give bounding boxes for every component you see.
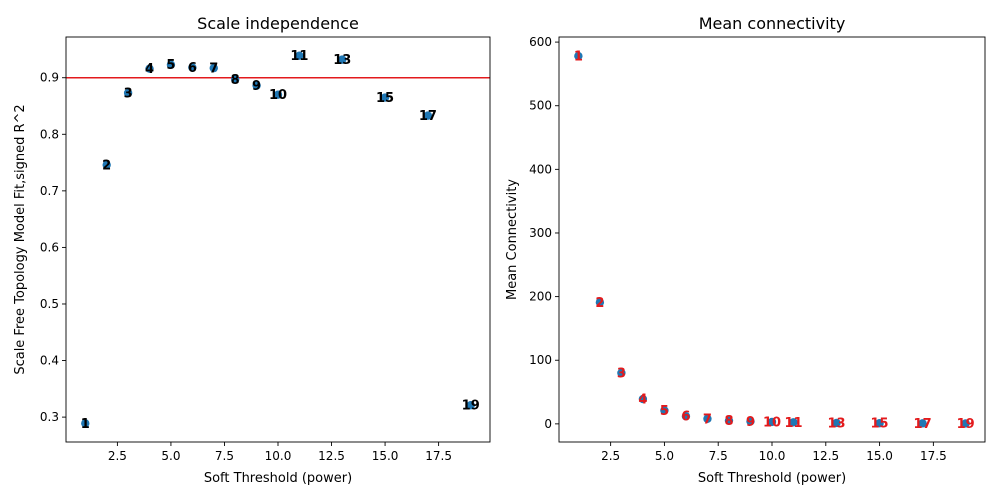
chart-title: Mean connectivity <box>699 14 846 33</box>
x-tick-label: 12.5 <box>318 449 345 463</box>
data-point <box>230 75 240 84</box>
data-point <box>380 93 390 102</box>
data-point <box>767 417 777 427</box>
y-tick-label: 0.6 <box>40 240 59 254</box>
y-tick-label: 0 <box>544 417 552 431</box>
data-point <box>574 51 583 61</box>
data-point <box>595 298 605 307</box>
data-point <box>703 414 712 423</box>
point-label: 2 <box>102 158 111 173</box>
data-point <box>832 418 841 428</box>
data-point <box>338 55 347 64</box>
y-tick-label: 0.3 <box>40 410 59 424</box>
x-tick-label: 17.5 <box>920 449 947 463</box>
point-label: 9 <box>746 415 755 430</box>
data-point <box>123 88 133 98</box>
point-label: 5 <box>660 404 669 419</box>
point-label: 2 <box>595 296 604 311</box>
x-tick-label: 7.5 <box>215 449 234 463</box>
data-point <box>875 419 884 428</box>
y-tick-label: 0.4 <box>40 354 59 368</box>
x-tick-label: 10.0 <box>759 449 786 463</box>
x-tick-label: 12.5 <box>812 449 839 463</box>
y-tick-label: 300 <box>529 226 552 240</box>
y-axis-label: Scale Free Topology Model Fit,signed R^2 <box>13 104 28 374</box>
point-label: 3 <box>617 366 626 381</box>
x-tick-label: 5.0 <box>655 449 674 463</box>
data-point <box>145 64 154 73</box>
point-label: 11 <box>290 49 308 64</box>
y-tick-label: 400 <box>529 162 552 176</box>
x-axis-label: Soft Threshold (power) <box>204 471 352 486</box>
data-point <box>188 63 197 72</box>
point-label: 19 <box>957 417 975 432</box>
data-point <box>789 418 798 427</box>
point-label: 5 <box>166 58 175 73</box>
point-label: 13 <box>827 416 845 431</box>
point-label: 11 <box>784 416 802 431</box>
data-point <box>423 111 433 120</box>
y-tick-label: 0.5 <box>40 297 59 311</box>
data-point <box>81 419 90 428</box>
point-label: 4 <box>638 393 647 408</box>
data-point <box>617 368 626 378</box>
chart-title: Scale independence <box>197 14 359 33</box>
data-point <box>681 412 691 421</box>
y-tick-label: 500 <box>529 99 552 113</box>
data-point <box>746 417 755 426</box>
data-point <box>273 90 283 99</box>
point-label: 13 <box>333 53 351 68</box>
y-tick-label: 0.9 <box>40 71 59 85</box>
point-label: 3 <box>124 86 133 101</box>
x-tick-label: 5.0 <box>161 449 180 463</box>
x-tick-label: 10.0 <box>265 449 292 463</box>
data-point <box>918 419 927 428</box>
x-axis-label: Soft Threshold (power) <box>698 471 846 486</box>
point-label: 1 <box>81 417 90 432</box>
y-tick-label: 100 <box>529 353 552 367</box>
point-label: 6 <box>681 410 690 425</box>
point-label: 9 <box>252 79 261 94</box>
point-label: 15 <box>376 91 394 106</box>
point-label: 8 <box>231 73 240 88</box>
point-label: 19 <box>462 399 480 414</box>
point-label: 15 <box>871 417 889 432</box>
data-point <box>252 81 261 90</box>
chart-scale-independence: Scale independence 1 2 34 5 6 78 9 10 11 13 15 17 19 2… <box>13 14 491 486</box>
data-point <box>102 160 111 170</box>
point-label: 1 <box>574 50 583 65</box>
data-point <box>209 63 218 73</box>
point-label: 10 <box>269 88 287 103</box>
data-point <box>961 419 970 428</box>
data-point <box>660 406 669 415</box>
point-label: 17 <box>914 417 932 432</box>
x-tick-label: 15.0 <box>866 449 893 463</box>
point-label: 10 <box>763 415 781 430</box>
chart-mean-connectivity: Mean connectivity 1 2 345 6 7 8 9 10 11 13 15 17 19 2.… <box>505 14 986 486</box>
data-point <box>638 394 648 404</box>
data-point <box>466 401 475 410</box>
x-tick-label: 2.5 <box>601 449 620 463</box>
point-label: 7 <box>209 62 218 77</box>
point-label: 6 <box>188 61 197 76</box>
data-point <box>724 416 734 425</box>
x-tick-label: 7.5 <box>709 449 728 463</box>
y-tick-label: 0.7 <box>40 184 59 198</box>
point-label: 4 <box>145 62 154 77</box>
x-tick-label: 15.0 <box>372 449 399 463</box>
x-tick-label: 17.5 <box>425 449 452 463</box>
point-label: 8 <box>724 414 733 429</box>
y-tick-label: 0.8 <box>40 127 59 141</box>
y-axis-label: Mean Connectivity <box>505 179 520 300</box>
point-label: 7 <box>703 412 712 427</box>
point-label: 17 <box>419 109 437 124</box>
y-tick-label: 200 <box>529 290 552 304</box>
data-point <box>166 60 176 69</box>
y-tick-label: 600 <box>529 35 552 49</box>
data-point <box>295 51 304 60</box>
x-tick-label: 2.5 <box>108 449 127 463</box>
